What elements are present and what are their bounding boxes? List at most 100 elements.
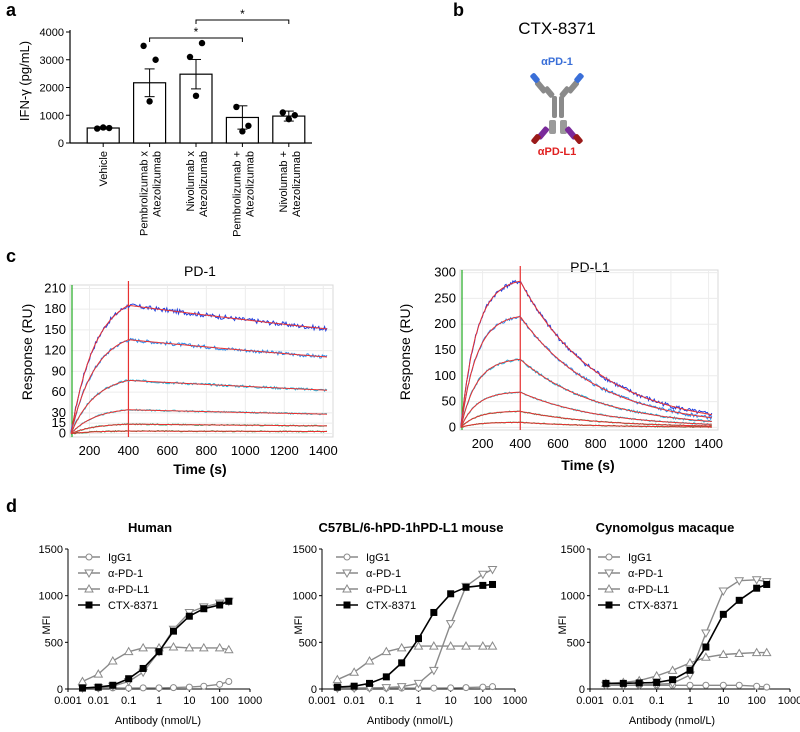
a-xtick-label: Vehicle <box>98 151 110 186</box>
c-sensorgram-c1 <box>460 279 713 426</box>
c-xtick-label: 600 <box>547 436 569 451</box>
d-point <box>223 644 234 654</box>
d-legend-label: CTX-8371 <box>366 600 416 612</box>
d-ytick-label: 1500 <box>293 544 317 556</box>
mouse-xlabel: Antibody (nmol/L) <box>367 715 453 727</box>
d-legend-marker <box>604 583 614 593</box>
d-point <box>686 681 694 689</box>
a-xtick-label: Pembrolizumab +Atezolizumab <box>231 151 256 237</box>
d-point <box>333 683 341 691</box>
d-fit-curve <box>82 600 229 689</box>
d-point <box>477 570 488 580</box>
d-point <box>702 681 710 689</box>
d-point <box>669 676 677 684</box>
d-legend-marker <box>342 569 352 579</box>
d-point <box>685 657 695 667</box>
antibody-icon <box>530 73 584 144</box>
d-point <box>719 610 727 618</box>
c-fit-c4 <box>70 409 328 434</box>
d-ytick-label: 1500 <box>561 544 585 556</box>
d-legend-marker <box>605 601 613 609</box>
c-ytick-label: 0 <box>59 426 66 441</box>
c-ytick-label: 100 <box>434 368 456 383</box>
d-ytick-label: 1000 <box>293 591 317 603</box>
a-xtick-label-line: Nivolumab x <box>185 151 197 212</box>
d-point <box>184 642 195 652</box>
c-fit-c2 <box>70 339 328 434</box>
d-legend-marker <box>343 553 351 561</box>
d-point <box>619 679 627 687</box>
d-point <box>718 649 729 658</box>
d-xtick-label: 1000 <box>503 695 527 707</box>
d-legend-label: CTX-8371 <box>108 600 158 612</box>
d-legend-label: α-PD-1 <box>366 568 401 580</box>
d-point <box>185 612 193 620</box>
d-point <box>125 675 133 683</box>
d-point <box>200 605 208 613</box>
cyno-xlabel: Antibody (nmol/L) <box>629 715 715 727</box>
d-point <box>413 679 424 689</box>
d-ytick-label: 500 <box>45 637 63 649</box>
d-legend-label: IgG1 <box>108 552 132 564</box>
d-point <box>430 684 438 692</box>
panel-b-label-pdl1: αPD-L1 <box>538 146 577 158</box>
d-point <box>686 666 694 674</box>
d-ytick-label: 500 <box>299 637 317 649</box>
d-point <box>139 664 147 672</box>
d-point <box>350 682 358 690</box>
d-point <box>413 641 424 650</box>
c-ytick-label: 210 <box>44 280 66 295</box>
d-legend-label: α-PD-L1 <box>366 584 407 596</box>
panel-d-cyno-chart: Cynomolgus macaque MFI Antibody (nmol/L)… <box>557 520 800 727</box>
c-fit-c2 <box>460 316 712 428</box>
d-ytick-label: 0 <box>579 684 585 696</box>
a-point <box>239 128 246 135</box>
a-xtick-label: Nivolumab xAtezolizumab <box>185 151 210 218</box>
panel-d-mouse-chart: C57BL/6-hPD-1hPD-L1 mouse MFI Antibody (… <box>293 520 528 727</box>
d-ytick-label: 1000 <box>561 591 585 603</box>
a-point <box>245 122 252 129</box>
d-xtick-label: 0.1 <box>649 695 664 707</box>
c-xtick-label: 400 <box>509 436 531 451</box>
c-fit-c4 <box>460 391 712 428</box>
d-legend-marker <box>605 553 613 561</box>
d-point <box>718 587 729 597</box>
d-xtick-label: 10 <box>183 695 195 707</box>
c-xtick-label: 1200 <box>270 443 299 458</box>
c-xtick-label: 800 <box>585 436 607 451</box>
d-point <box>155 648 163 656</box>
human-ylabel: MFI <box>41 616 53 635</box>
d-point <box>109 681 117 689</box>
d-ytick-label: 500 <box>567 637 585 649</box>
a-point <box>100 124 107 131</box>
panel-b-antibody-schematic: CTX-8371 αPD-1 αPD-L1 <box>518 19 595 158</box>
d-point <box>445 620 456 629</box>
pdl1-title: PD-L1 <box>570 259 610 275</box>
d-xtick-label: 0.01 <box>343 695 364 707</box>
a-ytick-label: 1000 <box>40 110 64 122</box>
panel-a-ylabel: IFN-γ (pg/mL) <box>17 41 32 121</box>
d-legend-marker <box>342 583 352 593</box>
a-xtick-label-line: Nivolumab + <box>278 151 290 212</box>
c-fit-c6 <box>70 430 327 434</box>
a-xtick-label-line: Atezolizumab <box>244 151 256 217</box>
d-point <box>702 643 710 651</box>
panel-a-bar-chart: IFN-γ (pg/mL) 0 1000 2000 3000 4000 Vehicle Pe… <box>17 7 312 237</box>
d-legend-marker <box>343 601 351 609</box>
c-ytick-label: 150 <box>434 342 456 357</box>
d-point <box>107 655 118 665</box>
a-point <box>140 42 147 50</box>
c-xtick-label: 1200 <box>656 436 685 451</box>
d-ytick-label: 0 <box>57 684 63 696</box>
c-sensorgram-c3 <box>460 358 713 429</box>
d-xtick-label: 100 <box>474 695 492 707</box>
d-xtick-label: 0.001 <box>54 695 82 707</box>
cyno-title: Cynomolgus macaque <box>596 520 735 535</box>
d-point <box>447 684 455 692</box>
d-point <box>701 652 711 661</box>
a-point <box>233 103 240 111</box>
d-point <box>94 683 102 691</box>
d-point <box>398 659 406 667</box>
a-ytick-label: 3000 <box>40 55 64 67</box>
